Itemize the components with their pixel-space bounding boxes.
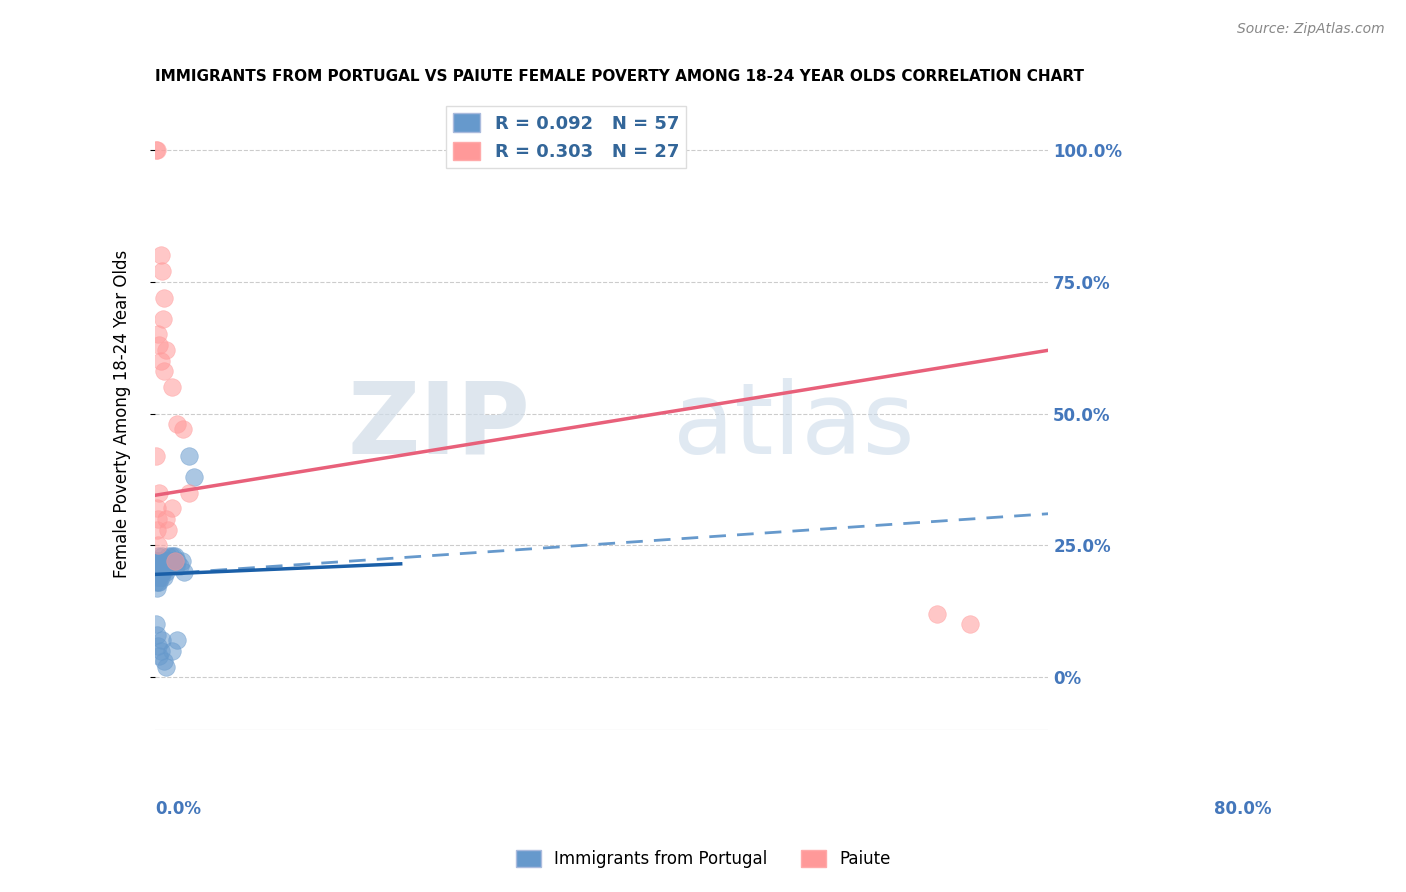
Point [150, 565, 173, 579]
Point [159, 554, 181, 568]
Point [153, 654, 176, 668]
Point [149, 565, 172, 579]
Point [160, 380, 183, 394]
Point [155, 659, 177, 673]
Point [153, 559, 176, 574]
Point [155, 512, 177, 526]
Point [153, 364, 176, 378]
Point [155, 565, 177, 579]
Point [148, 565, 170, 579]
Point [165, 559, 187, 574]
Point [148, 538, 170, 552]
Point [150, 559, 173, 574]
Text: ZIP: ZIP [347, 377, 530, 475]
Point [145, 617, 167, 632]
Point [145, 554, 167, 568]
Point [145, 449, 167, 463]
Point [160, 501, 183, 516]
Point [177, 449, 200, 463]
Point [148, 649, 170, 664]
Point [148, 559, 170, 574]
Point [146, 501, 169, 516]
Point [146, 628, 169, 642]
Point [149, 354, 172, 368]
Point [169, 559, 191, 574]
Point [153, 554, 176, 568]
Y-axis label: Female Poverty Among 18-24 Year Olds: Female Poverty Among 18-24 Year Olds [114, 250, 131, 578]
Point [152, 565, 174, 579]
Point [166, 417, 188, 431]
Legend: Immigrants from Portugal, Paiute: Immigrants from Portugal, Paiute [509, 843, 897, 875]
Point [148, 570, 170, 584]
Point [159, 549, 181, 563]
Point [146, 565, 169, 579]
Point [149, 554, 172, 568]
Point [146, 554, 169, 568]
Point [160, 644, 183, 658]
Text: Source: ZipAtlas.com: Source: ZipAtlas.com [1237, 22, 1385, 37]
Text: atlas: atlas [673, 377, 915, 475]
Point [146, 570, 169, 584]
Point [146, 581, 169, 595]
Point [150, 264, 173, 278]
Point [156, 554, 179, 568]
Point [177, 485, 200, 500]
Point [155, 343, 177, 358]
Point [148, 559, 170, 574]
Point [149, 570, 172, 584]
Point [148, 639, 170, 653]
Point [150, 633, 173, 648]
Point [165, 549, 187, 563]
Point [150, 549, 173, 563]
Point [160, 554, 183, 568]
Point [153, 559, 176, 574]
Point [157, 549, 180, 563]
Point [145, 143, 167, 157]
Point [148, 338, 170, 352]
Point [145, 575, 167, 590]
Point [149, 248, 172, 262]
Point [165, 554, 187, 568]
Point [170, 554, 193, 568]
Point [173, 565, 195, 579]
Point [959, 617, 981, 632]
Text: IMMIGRANTS FROM PORTUGAL VS PAIUTE FEMALE POVERTY AMONG 18-24 YEAR OLDS CORRELAT: IMMIGRANTS FROM PORTUGAL VS PAIUTE FEMAL… [155, 69, 1084, 84]
Point [162, 549, 184, 563]
Text: 80.0%: 80.0% [1215, 799, 1271, 818]
Point [148, 554, 170, 568]
Point [166, 554, 188, 568]
Point [163, 554, 186, 568]
Point [150, 565, 173, 579]
Legend: R = 0.092   N = 57, R = 0.303   N = 27: R = 0.092 N = 57, R = 0.303 N = 27 [446, 106, 686, 169]
Point [145, 565, 167, 579]
Point [148, 549, 170, 563]
Point [157, 523, 180, 537]
Point [148, 485, 170, 500]
Point [148, 575, 170, 590]
Point [146, 143, 169, 157]
Point [149, 644, 172, 658]
Point [153, 291, 176, 305]
Point [157, 559, 180, 574]
Point [925, 607, 948, 621]
Point [148, 565, 170, 579]
Point [152, 554, 174, 568]
Point [148, 575, 170, 590]
Point [155, 559, 177, 574]
Text: 0.0%: 0.0% [155, 799, 201, 818]
Point [166, 633, 188, 648]
Point [172, 422, 194, 436]
Point [183, 470, 205, 484]
Point [153, 570, 176, 584]
Point [148, 512, 170, 526]
Point [152, 311, 174, 326]
Point [146, 523, 169, 537]
Point [148, 327, 170, 342]
